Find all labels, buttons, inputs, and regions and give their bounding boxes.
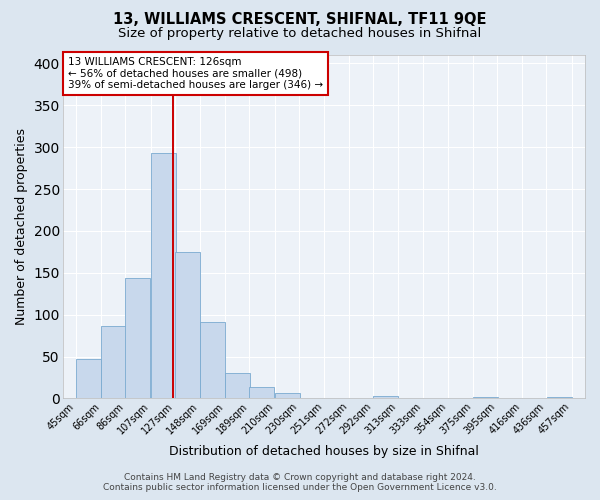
Bar xyxy=(473,396,498,398)
Bar xyxy=(175,252,200,398)
Text: 13, WILLIAMS CRESCENT, SHIFNAL, TF11 9QE: 13, WILLIAMS CRESCENT, SHIFNAL, TF11 9QE xyxy=(113,12,487,28)
Bar xyxy=(275,392,299,398)
Bar xyxy=(76,359,101,399)
Text: Contains HM Land Registry data © Crown copyright and database right 2024.
Contai: Contains HM Land Registry data © Crown c… xyxy=(103,473,497,492)
Text: Size of property relative to detached houses in Shifnal: Size of property relative to detached ho… xyxy=(118,28,482,40)
Bar xyxy=(226,374,250,398)
Bar xyxy=(373,396,398,398)
Bar xyxy=(125,278,151,398)
Bar xyxy=(151,153,176,398)
Bar xyxy=(547,396,572,398)
Bar xyxy=(101,326,127,398)
Bar xyxy=(200,322,225,398)
Text: 13 WILLIAMS CRESCENT: 126sqm
← 56% of detached houses are smaller (498)
39% of s: 13 WILLIAMS CRESCENT: 126sqm ← 56% of de… xyxy=(68,56,323,90)
X-axis label: Distribution of detached houses by size in Shifnal: Distribution of detached houses by size … xyxy=(169,444,479,458)
Y-axis label: Number of detached properties: Number of detached properties xyxy=(15,128,28,325)
Bar xyxy=(250,386,274,398)
